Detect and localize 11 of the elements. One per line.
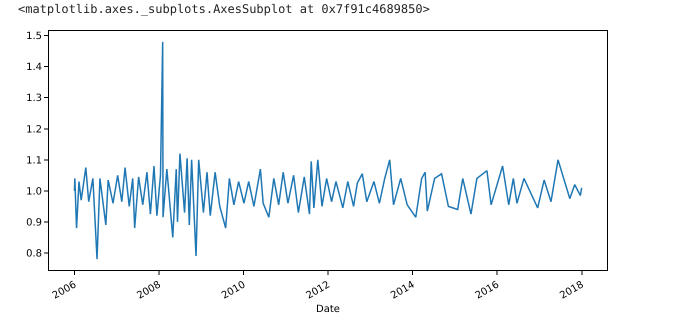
y-tick-label: 1.0 <box>26 186 42 198</box>
text: <matplotlib.axes._subplots.AxesSubplot at 0x7f91c4689850> <box>18 2 430 16</box>
y-tick-label: 1.1 <box>26 155 42 166</box>
y-tick-label: 1.4 <box>26 62 42 74</box>
x-axis-title: Date <box>316 304 340 316</box>
y-tick-label: 1.5 <box>26 31 42 42</box>
y-tick-label: 1.3 <box>26 93 42 104</box>
y-tick-label: 1.2 <box>26 124 42 136</box>
y-tick-label: 0.8 <box>26 248 42 260</box>
y-tick-label: 0.9 <box>26 217 42 228</box>
line-series <box>74 41 582 260</box>
